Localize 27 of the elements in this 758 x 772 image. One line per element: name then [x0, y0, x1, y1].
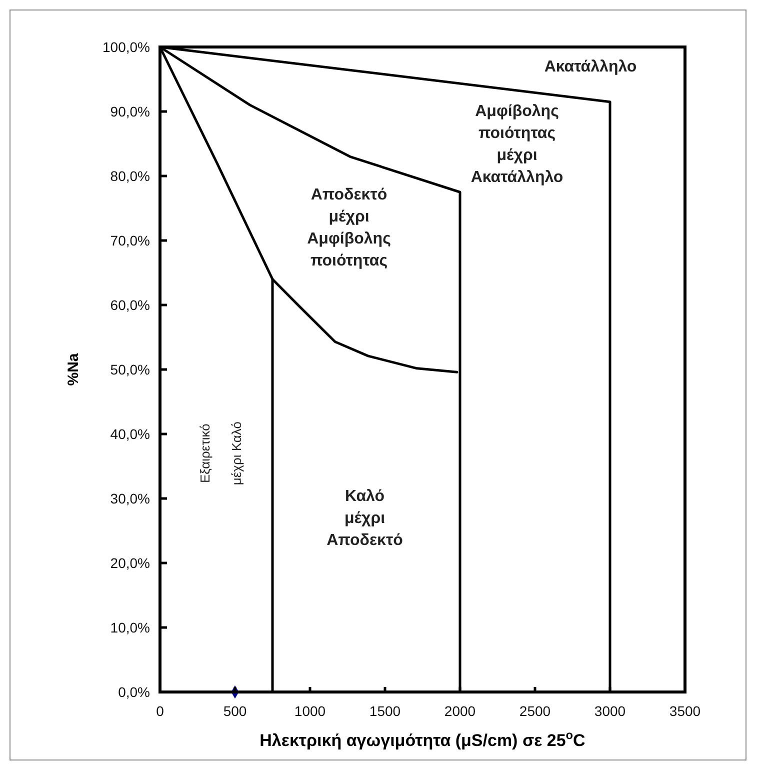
annotation: Καλό μέχρι Αποδεκτό: [326, 488, 404, 549]
x-tick-label: 500: [223, 703, 247, 719]
annotation: Εξαιρετικό: [198, 424, 213, 484]
y-tick-label: 60,0%: [110, 296, 150, 313]
y-tick-label: 10,0%: [110, 619, 150, 636]
annotation: Αμφίβολης ποιότητας μέχρι Ακατάλληλο: [470, 102, 564, 186]
y-tick-label: 90,0%: [110, 103, 150, 120]
x-axis-title: Ηλεκτρική αγωγιμότητα (μS/cm) σε 25$^{o}$C: [260, 728, 586, 750]
y-tick-label: 20,0%: [110, 554, 150, 571]
y-tick-label: 30,0%: [110, 490, 150, 506]
x-tick-label: 1000: [294, 703, 326, 719]
x-tick-label: 3000: [594, 703, 626, 719]
y-tick-label: 0,0%: [118, 684, 150, 700]
x-tick-label: 2500: [519, 703, 551, 719]
x-tick-label: 1500: [369, 703, 401, 719]
annotation: Ακατάλληλο: [544, 58, 637, 76]
annotation: Αποδεκτό μέχρι Αμφίβολης ποιότητας: [307, 186, 391, 270]
y-tick-label: 80,0%: [110, 168, 150, 184]
y-tick-label: 70,0%: [110, 232, 150, 248]
y-tick-label: 40,0%: [110, 426, 150, 442]
x-tick-label: 3500: [669, 703, 701, 719]
annotation: μέχρι Καλό: [229, 422, 244, 486]
x-tick-label: 2000: [444, 703, 476, 719]
y-tick-label: 50,0%: [110, 361, 150, 378]
y-axis-title: %Na: [65, 352, 82, 386]
y-tick-label: 100,0%: [102, 38, 150, 55]
x-tick-label: 0: [156, 703, 164, 719]
